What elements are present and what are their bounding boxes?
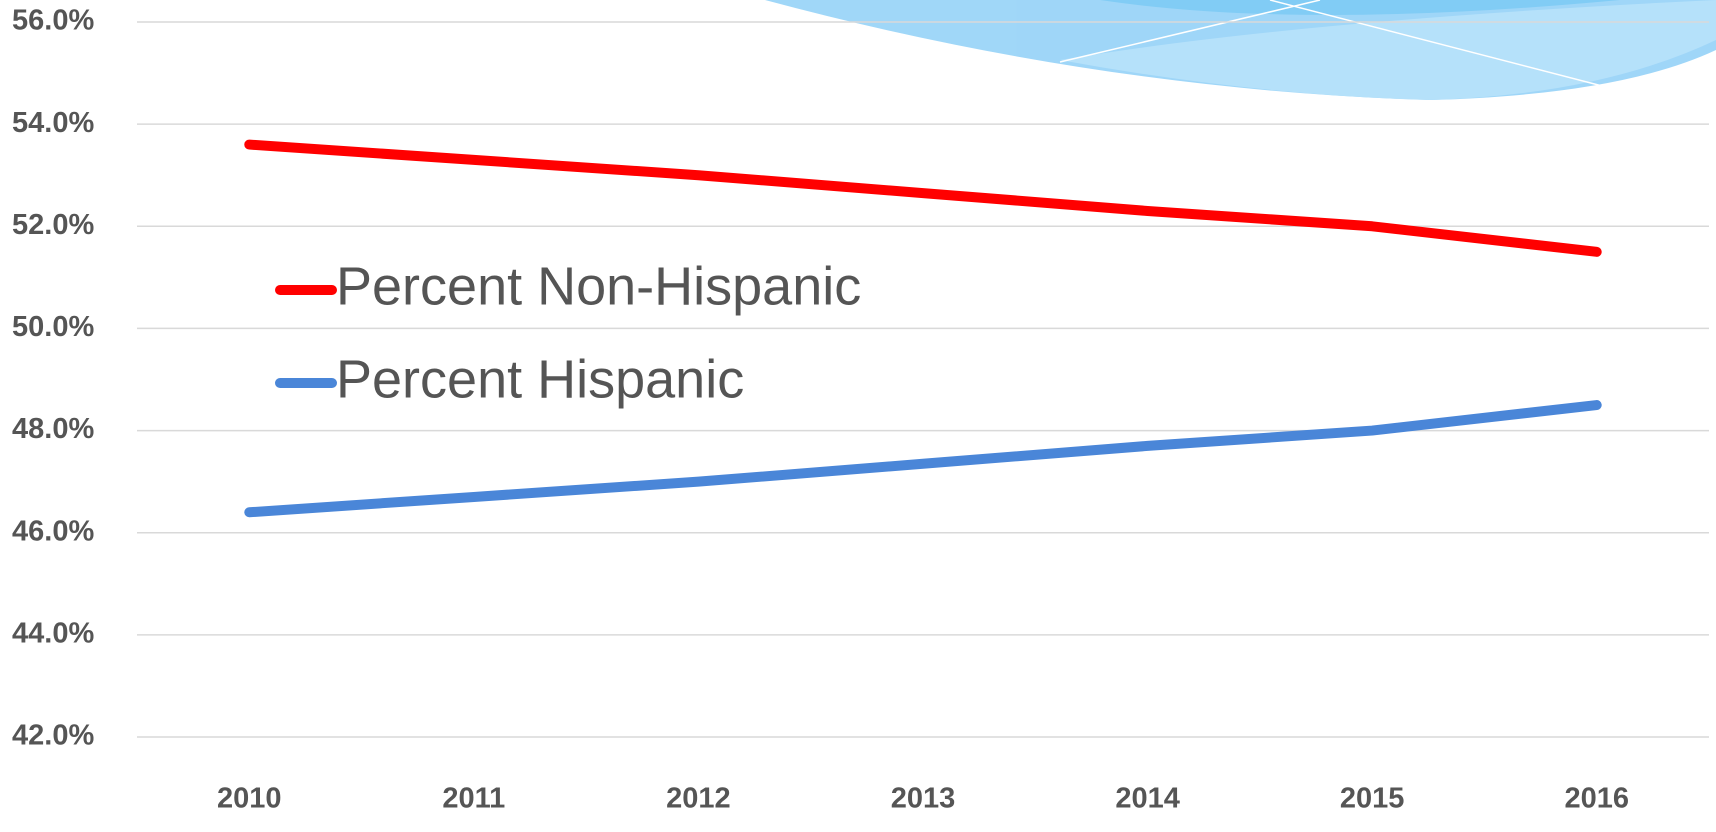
legend-label: Percent Hispanic xyxy=(336,349,744,409)
x-tick-label: 2015 xyxy=(1340,783,1405,815)
series-line xyxy=(244,139,1602,257)
y-tick-label: 56.0% xyxy=(12,5,94,37)
y-tick-label: 42.0% xyxy=(12,720,94,752)
legend-label: Percent Non-Hispanic xyxy=(336,256,861,316)
x-tick-label: 2012 xyxy=(666,783,731,815)
y-tick-label: 50.0% xyxy=(12,311,94,343)
y-tick-label: 48.0% xyxy=(12,413,94,445)
y-tick-label: 54.0% xyxy=(12,107,94,139)
decor-line xyxy=(1059,0,1321,63)
decor-shape xyxy=(1060,0,1716,100)
x-tick-label: 2014 xyxy=(1115,783,1180,815)
x-tick-label: 2016 xyxy=(1564,783,1629,815)
y-tick-label: 46.0% xyxy=(12,515,94,547)
x-tick-label: 2010 xyxy=(217,783,282,815)
decor-shape xyxy=(1100,0,1620,15)
series-line xyxy=(244,400,1602,518)
decor-line xyxy=(1269,0,1611,89)
x-tick-label: 2013 xyxy=(891,783,956,815)
y-tick-label: 52.0% xyxy=(12,209,94,241)
decoration xyxy=(765,0,1716,100)
y-tick-label: 44.0% xyxy=(12,618,94,650)
x-tick-label: 2011 xyxy=(442,783,505,815)
